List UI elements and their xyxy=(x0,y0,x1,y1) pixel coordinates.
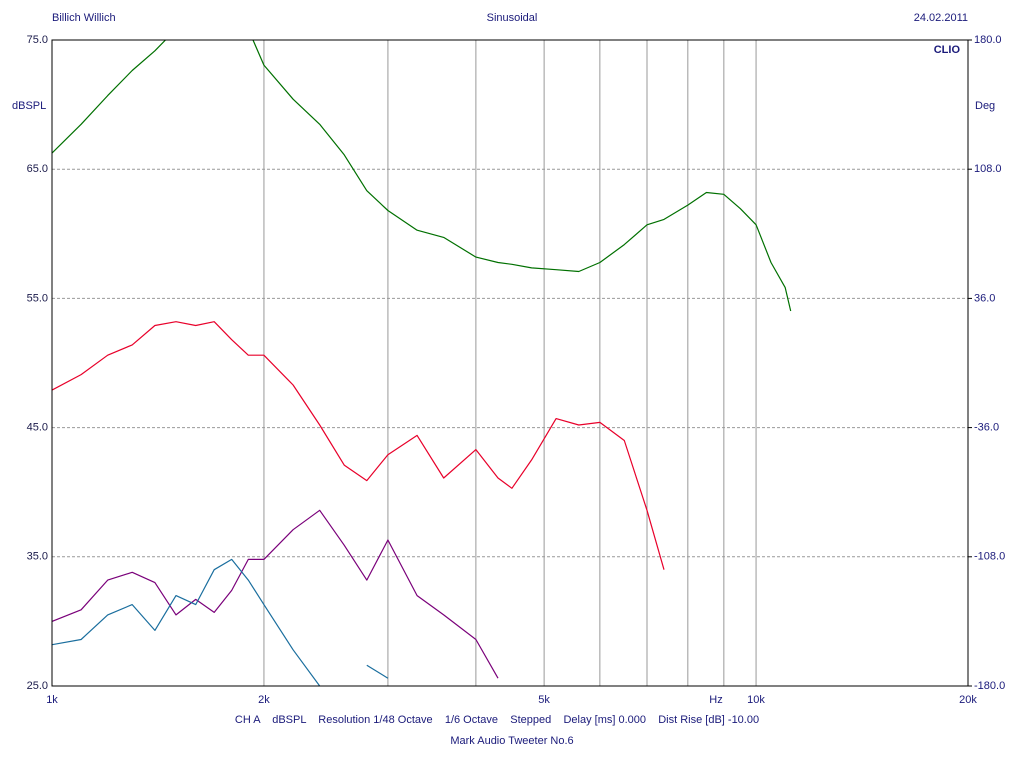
y2-tick-label: 180.0 xyxy=(974,34,1002,46)
y-tick-label: 75.0 xyxy=(27,34,48,46)
series-line xyxy=(52,321,665,570)
y-tick-label: 65.0 xyxy=(27,163,48,175)
x-tick-label: 10k xyxy=(747,694,765,706)
x-tick-label: 2k xyxy=(258,694,270,706)
y2-tick-label: 36.0 xyxy=(974,292,995,304)
y-axis-label: dBSPL xyxy=(12,100,46,112)
y-tick-label: 55.0 xyxy=(27,292,48,304)
header-left: Billich Willich xyxy=(52,12,116,24)
brand: CLIO xyxy=(934,44,961,56)
y-tick-label: 35.0 xyxy=(27,551,48,563)
caption: Mark Audio Tweeter No.6 xyxy=(450,735,573,747)
x-tick-label: 20k xyxy=(959,694,977,706)
x-tick-label: 1k xyxy=(46,694,58,706)
y2-tick-label: -36.0 xyxy=(974,422,999,434)
y2-tick-label: -180.0 xyxy=(974,680,1005,692)
y2-tick-label: -108.0 xyxy=(974,551,1005,563)
series-line xyxy=(52,509,499,679)
header-right: 24.02.2011 xyxy=(914,12,968,24)
x-axis-label: Hz xyxy=(709,694,722,706)
series-line xyxy=(52,558,389,686)
plot-lines xyxy=(52,40,792,686)
plot-frame xyxy=(51,39,969,687)
y-tick-label: 45.0 xyxy=(27,422,48,434)
settings-line: CH A dBSPL Resolution 1/48 Octave 1/6 Oc… xyxy=(235,714,759,726)
y-tick-label: 25.0 xyxy=(27,680,48,692)
chart-title: Sinusoidal xyxy=(487,12,538,24)
series-line xyxy=(52,40,792,312)
x-tick-label: 5k xyxy=(538,694,550,706)
y2-axis-label: Deg xyxy=(975,100,995,112)
y2-tick-label: 108.0 xyxy=(974,163,1002,175)
